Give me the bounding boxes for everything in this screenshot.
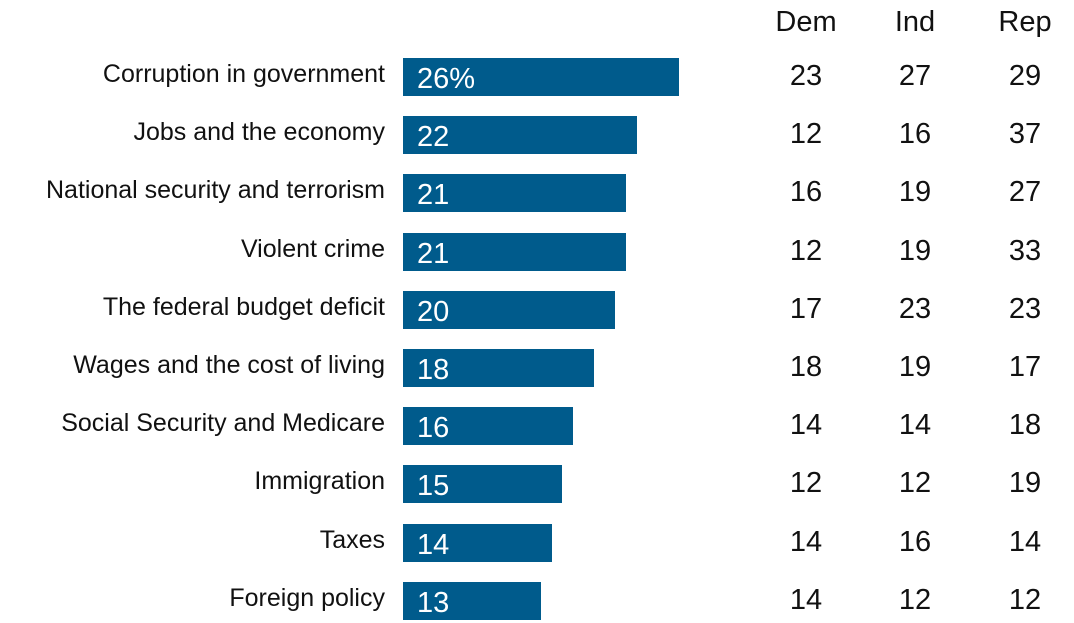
bar-value-label: 14 xyxy=(417,528,450,561)
category-label: Corruption in government xyxy=(102,60,385,88)
table-cell-rep: 17 xyxy=(1008,351,1042,383)
table-cell-rep: 12 xyxy=(1008,583,1042,616)
table-cell-dem: 14 xyxy=(789,525,823,558)
bar xyxy=(403,581,541,620)
table-cell-dem: 16 xyxy=(789,176,823,209)
bar xyxy=(403,232,626,271)
bar xyxy=(403,116,637,155)
bar xyxy=(403,58,679,96)
category-label: Taxes xyxy=(319,525,385,554)
table-cell-dem: 18 xyxy=(789,351,823,383)
category-label: Social Security and Medicare xyxy=(61,409,385,438)
category-label: Immigration xyxy=(254,467,385,496)
table-cell-dem: 12 xyxy=(789,118,823,151)
table-cell-ind: 27 xyxy=(898,60,932,92)
bar xyxy=(403,349,594,387)
table-cell-ind: 14 xyxy=(898,409,932,442)
table-cell-ind: 12 xyxy=(898,467,932,500)
bar-value-label: 20 xyxy=(417,295,450,328)
bar xyxy=(403,523,552,562)
bar xyxy=(403,407,573,446)
bar-value-label: 16 xyxy=(417,412,450,445)
table-cell-rep: 18 xyxy=(1008,409,1042,442)
bar xyxy=(403,290,615,329)
bar-value-label: 22 xyxy=(417,121,450,154)
bar-value-label: 21 xyxy=(417,179,450,212)
column-header-dem: Dem xyxy=(775,6,837,38)
table-cell-rep: 27 xyxy=(1008,176,1042,209)
bar-value-label: 13 xyxy=(417,586,450,619)
bar-value-label: 26% xyxy=(417,63,476,95)
bar-value-label: 15 xyxy=(417,470,450,503)
table-cell-ind: 23 xyxy=(898,292,932,325)
table-cell-ind: 12 xyxy=(898,583,932,616)
table-cell-dem: 14 xyxy=(789,409,823,442)
category-label: Jobs and the economy xyxy=(133,118,385,147)
table-cell-ind: 19 xyxy=(898,234,932,267)
bar-value-label: 21 xyxy=(417,237,450,270)
table-cell-rep: 19 xyxy=(1008,467,1042,500)
table-cell-rep: 33 xyxy=(1008,234,1042,267)
table-cell-dem: 23 xyxy=(789,60,823,92)
category-label: Violent crime xyxy=(240,234,385,263)
category-label: National security and terrorism xyxy=(45,176,385,205)
table-cell-ind: 19 xyxy=(898,351,932,383)
table-cell-rep: 14 xyxy=(1008,525,1042,558)
table-cell-dem: 12 xyxy=(789,467,823,500)
column-header-ind: Ind xyxy=(894,6,936,38)
category-label: Wages and the cost of living xyxy=(73,351,385,379)
bar xyxy=(403,174,626,213)
table-cell-rep: 29 xyxy=(1008,60,1042,92)
table-cell-dem: 14 xyxy=(789,583,823,616)
bar-value-label: 18 xyxy=(417,354,450,386)
table-cell-rep: 37 xyxy=(1008,118,1042,151)
table-cell-dem: 17 xyxy=(789,292,823,325)
category-label: The federal budget deficit xyxy=(102,292,385,321)
column-header-rep: Rep xyxy=(998,6,1052,38)
bar xyxy=(403,465,562,504)
table-cell-ind: 16 xyxy=(898,525,932,558)
table-cell-rep: 23 xyxy=(1008,292,1042,325)
table-cell-ind: 19 xyxy=(898,176,932,209)
table-cell-ind: 16 xyxy=(898,118,932,151)
table-cell-dem: 12 xyxy=(789,234,823,267)
category-label: Foreign policy xyxy=(229,583,385,612)
